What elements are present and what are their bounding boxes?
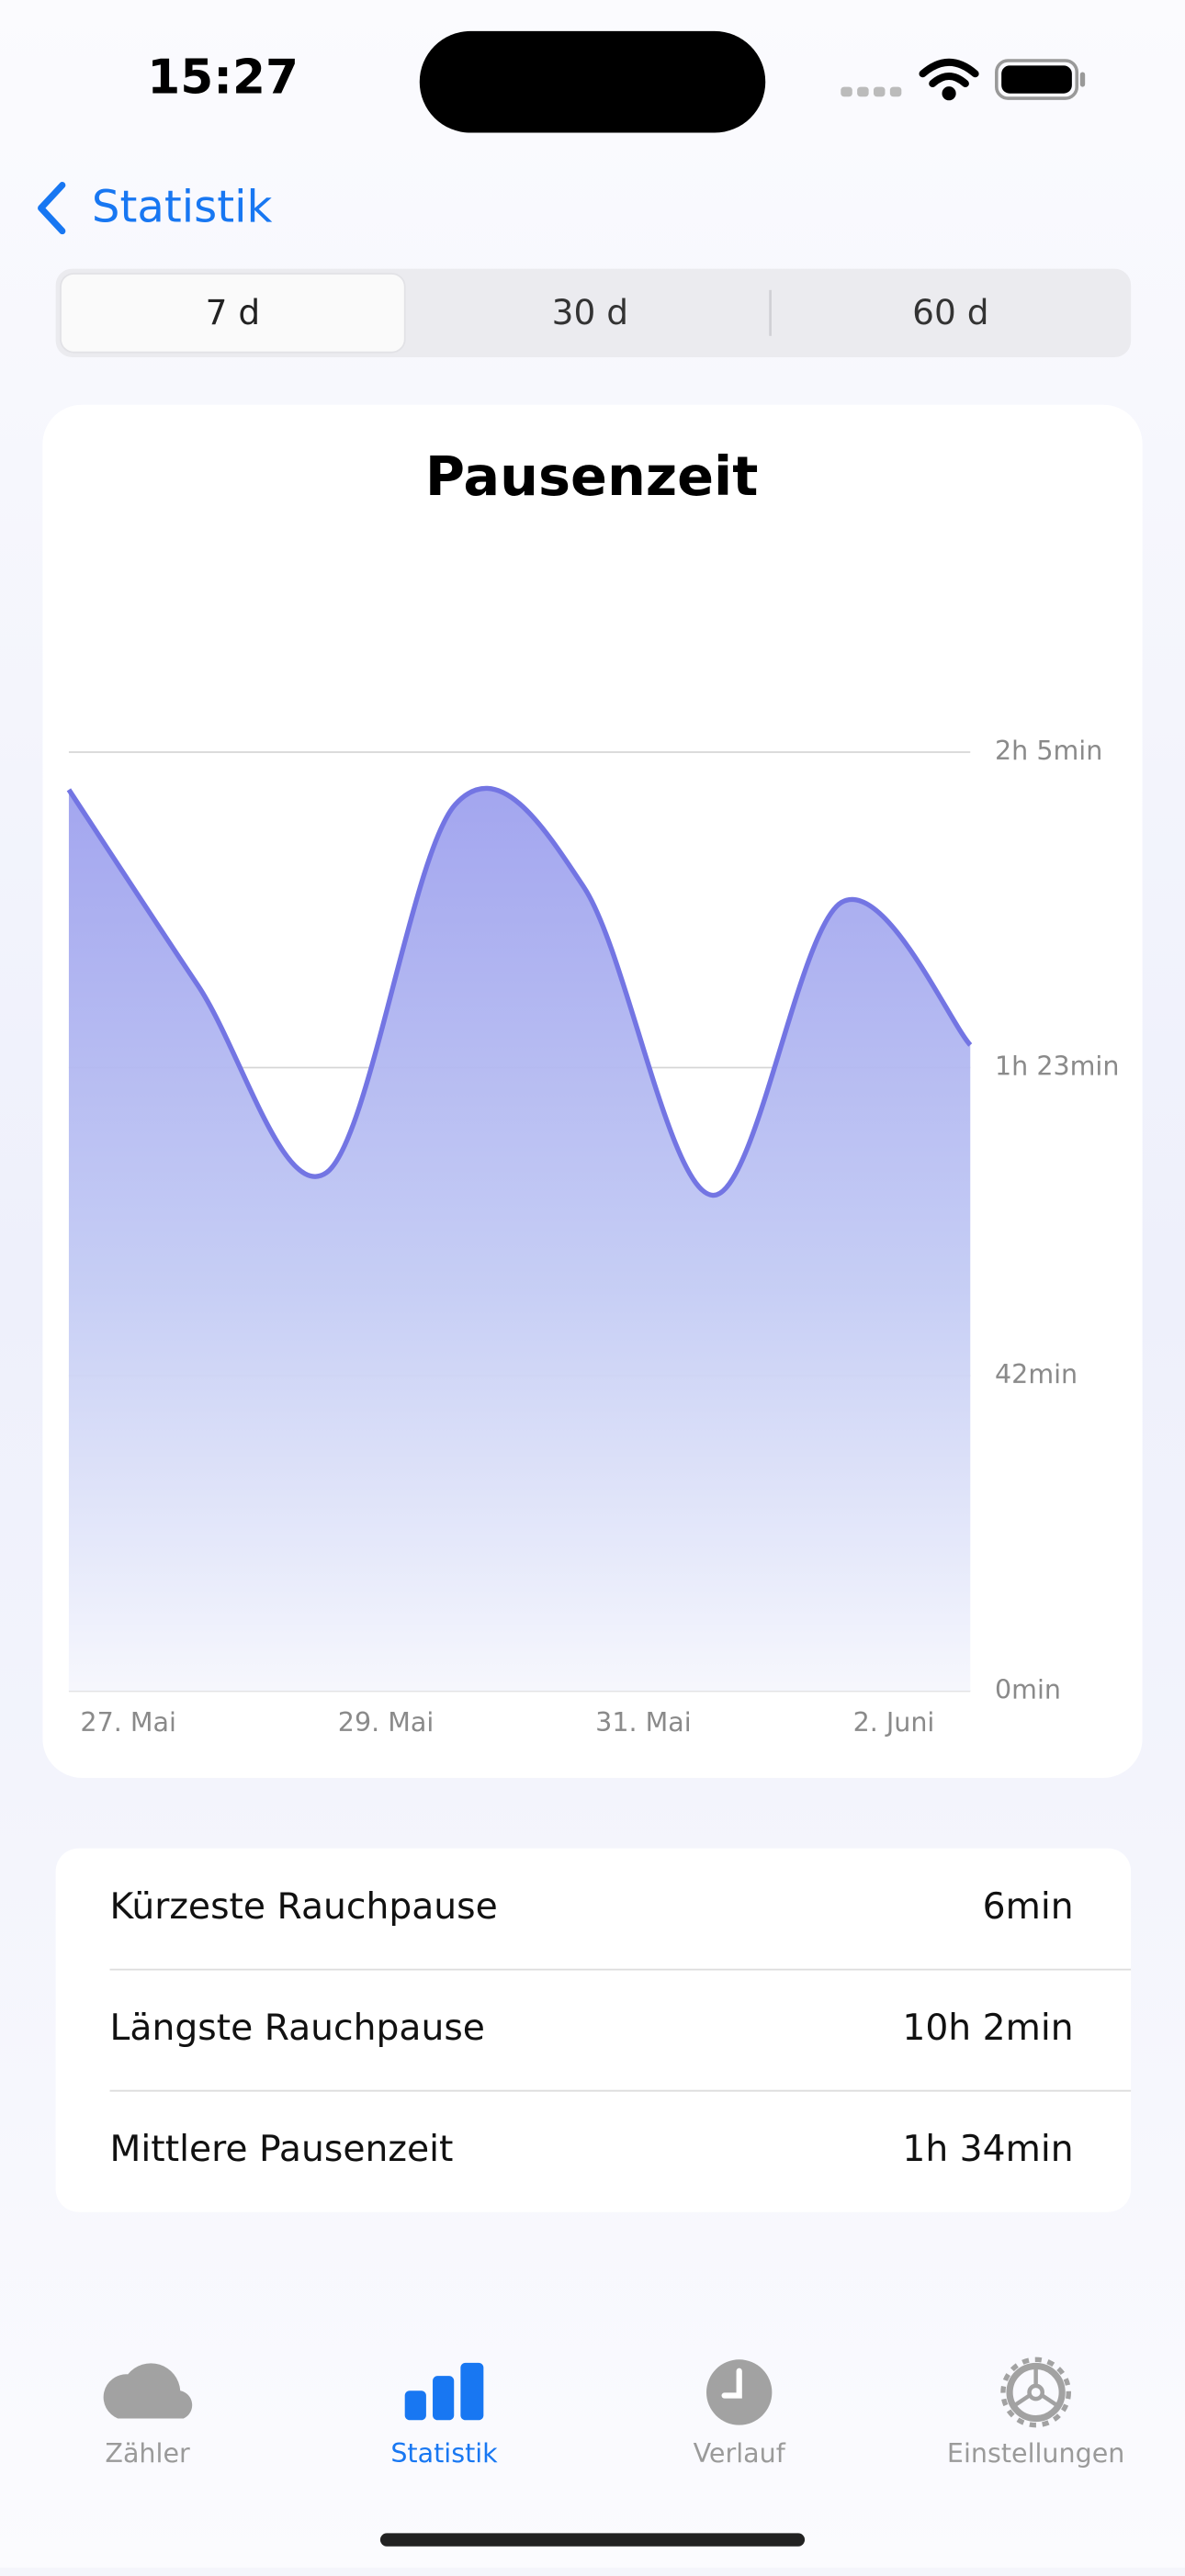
x-tick-label: 27. Mai	[80, 1707, 175, 1738]
signal-icon	[841, 86, 902, 97]
tab-icon-gear	[1000, 2357, 1071, 2428]
tab-icon-clock	[706, 2359, 773, 2425]
battery-icon	[995, 59, 1086, 100]
y-tick-label: 1h 23min	[995, 1051, 1119, 1081]
y-tick-label: 2h 5min	[995, 736, 1102, 766]
stat-label: Mittlere Pausenzeit	[110, 2129, 454, 2170]
tab-icon-cloud	[103, 2363, 193, 2419]
area	[68, 788, 971, 1692]
x-tick-label: 2. Juni	[853, 1707, 935, 1738]
status-time: 15:27	[147, 50, 299, 105]
tab-label[interactable]: Statistik	[390, 2438, 498, 2469]
segment[interactable]: 30 d	[552, 292, 628, 332]
stat-value: 10h 2min	[902, 2008, 1073, 2049]
x-tick-label: 29. Mai	[338, 1707, 434, 1738]
tab-label[interactable]: Verlauf	[694, 2438, 786, 2469]
chart-title: Pausenzeit	[425, 444, 759, 508]
stats-list: Kürzeste Rauchpause 6min Längste Rauchpaus…	[110, 1886, 1074, 2170]
stat-value: 1h 34min	[902, 2129, 1073, 2170]
tab-bar: Zähler Statistik Verlauf Einstellungen	[105, 2438, 1124, 2469]
y-tick-label: 42min	[995, 1359, 1078, 1389]
wifi-icon	[919, 58, 979, 101]
tab-label[interactable]: Zähler	[105, 2438, 190, 2469]
chart: 0min 42min 1h 23min 2h 5min 27. Mai 29. Mai 31…	[66, 736, 1119, 1738]
stat-label: Längste Rauchpause	[110, 2008, 485, 2049]
x-tick-label: 31. Mai	[595, 1707, 691, 1738]
dynamic-island	[419, 30, 766, 133]
tab-label[interactable]: Einstellungen	[947, 2438, 1124, 2469]
tab-icons	[103, 2357, 1071, 2428]
back-chevron[interactable]	[38, 182, 66, 235]
home-indicator	[379, 2533, 806, 2547]
line	[66, 785, 973, 1198]
tab-icon-chart	[404, 2362, 484, 2421]
back-button[interactable]: Statistik	[92, 181, 273, 232]
y-tick-label: 0min	[995, 1674, 1061, 1704]
stat-label: Kürzeste Rauchpause	[110, 1886, 498, 1928]
stats-card	[55, 1848, 1132, 2212]
segment[interactable]: 7 d	[206, 292, 261, 332]
stat-value: 6min	[983, 1886, 1074, 1928]
segment[interactable]: 60 d	[912, 292, 988, 332]
segment-selected	[60, 273, 406, 354]
